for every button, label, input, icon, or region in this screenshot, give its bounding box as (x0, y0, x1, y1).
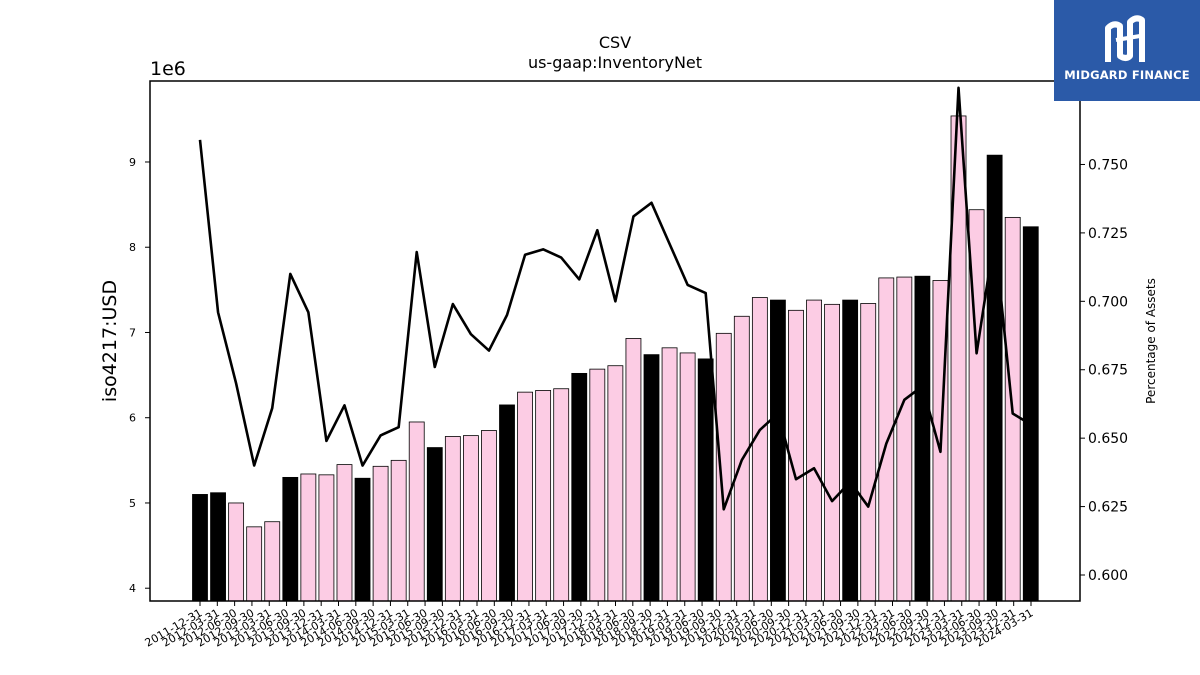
bar (607, 365, 624, 602)
bar (462, 435, 479, 602)
y2-axis-label: Percentage of Assets (1144, 278, 1158, 404)
bar (264, 521, 281, 602)
bar (589, 368, 606, 602)
chart-title: CSV (599, 33, 631, 52)
bar (914, 275, 931, 602)
y2-tick-label: 0.700 (1088, 294, 1128, 310)
bar (806, 299, 822, 602)
bar (842, 299, 859, 602)
bar (1022, 226, 1039, 602)
bar (770, 299, 786, 602)
bar (300, 473, 317, 602)
left-y-axis: 4 5 6 7 8 9 (129, 156, 150, 595)
bar (517, 391, 533, 602)
line-series-layer (198, 86, 1032, 511)
bar (535, 390, 552, 602)
percentage-line (198, 86, 1032, 511)
y-tick-label: 5 (129, 497, 136, 510)
bar (571, 372, 588, 602)
bar (372, 465, 389, 602)
y2-tick-label: 0.725 (1088, 226, 1128, 242)
y2-tick-label: 0.650 (1088, 431, 1128, 447)
brand-logo: MIDGARD FINANCE (1054, 0, 1200, 101)
bar (481, 430, 497, 602)
bar (282, 476, 299, 602)
bar (625, 338, 642, 602)
bar (499, 404, 515, 602)
chart-subtitle: us-gaap:InventoryNet (528, 53, 702, 72)
bar (390, 459, 407, 602)
bar (318, 474, 335, 602)
x-axis: 2011-12-312012-03-312012-06-302012-09-30… (143, 601, 1036, 650)
bar (715, 332, 732, 602)
y-tick-label: 4 (129, 582, 136, 595)
bar (643, 354, 660, 602)
y2-tick-label: 0.750 (1088, 157, 1128, 173)
bar (354, 477, 371, 602)
bar (697, 358, 714, 602)
bar (228, 502, 245, 602)
bar (336, 464, 353, 602)
bar (824, 303, 840, 602)
bar (986, 154, 1003, 602)
y2-tick-label: 0.675 (1088, 363, 1128, 379)
bar (426, 447, 443, 602)
y-tick-label: 8 (129, 241, 136, 254)
bar (210, 492, 226, 602)
y-tick-label: 9 (129, 156, 136, 169)
bar (553, 388, 570, 602)
brand-name: MIDGARD FINANCE (1064, 68, 1190, 82)
bar (878, 277, 895, 602)
bar (896, 276, 913, 602)
bar-series (192, 115, 1039, 602)
bar (192, 494, 208, 602)
y2-tick-label: 0.600 (1088, 568, 1128, 584)
midgard-logo-icon (1105, 15, 1145, 62)
bar (444, 436, 461, 602)
y2-tick-label: 0.625 (1088, 500, 1128, 516)
y-axis-label: iso4217:USD (99, 280, 121, 402)
bar (246, 526, 263, 602)
y-tick-label: 6 (129, 412, 136, 425)
bar (679, 352, 696, 602)
y-tick-label: 7 (129, 326, 136, 339)
bar (661, 347, 678, 602)
y-offset-label: 1e6 (150, 58, 186, 80)
bar (860, 303, 877, 602)
bar (751, 297, 768, 602)
bar (408, 421, 425, 602)
